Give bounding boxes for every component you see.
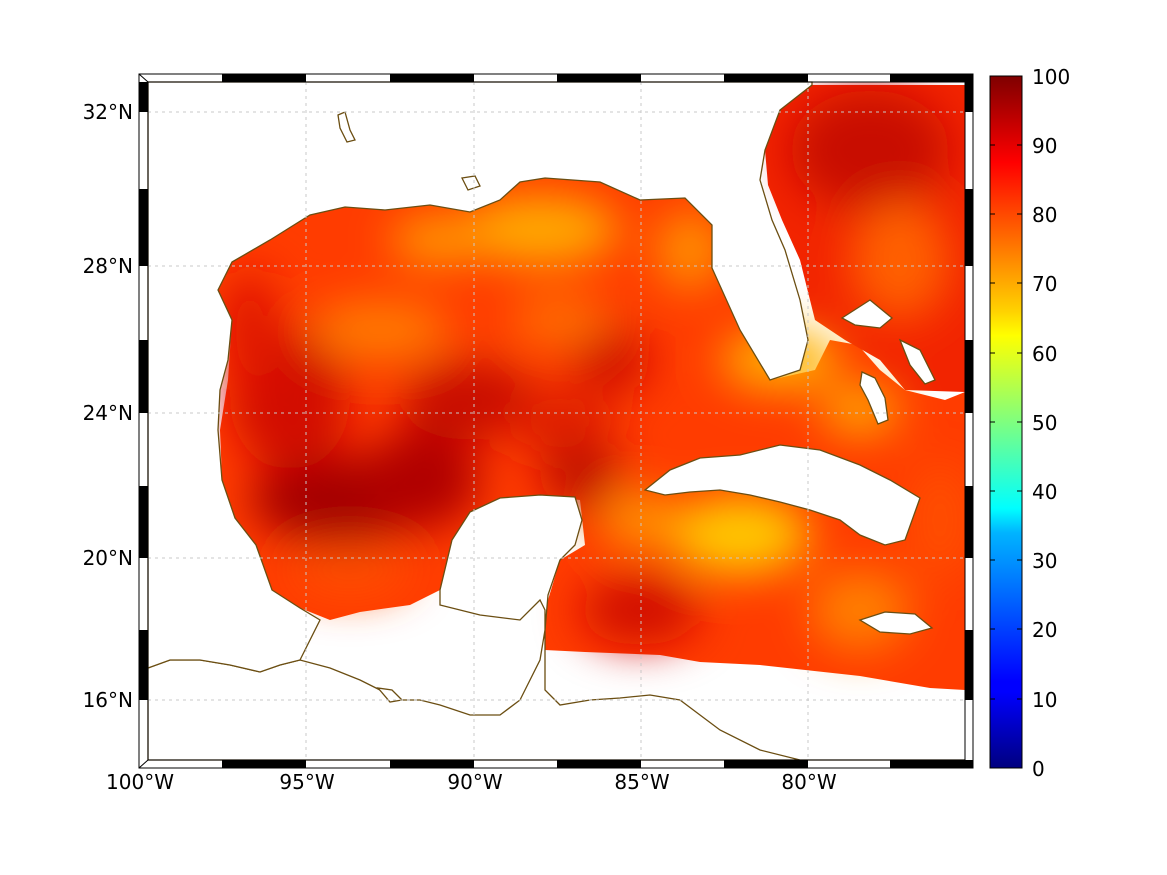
- lat-label: 16°N: [83, 688, 133, 712]
- colorbar-tick-label: 40: [1032, 480, 1057, 504]
- lon-label: 85°W: [614, 770, 669, 794]
- colorbar-tick-label: 70: [1032, 272, 1057, 296]
- bahamas-island: [859, 371, 889, 425]
- colorbar-tick-label: 20: [1032, 618, 1057, 642]
- north-america-land: [147, 81, 813, 673]
- grid-lines: [148, 82, 965, 760]
- colorbar-tick-label: 90: [1032, 134, 1057, 158]
- colorbar-tick-label: 0: [1032, 757, 1045, 781]
- lon-label: 95°W: [279, 770, 334, 794]
- lat-label: 20°N: [83, 546, 133, 570]
- colorbar-tick-labels: 100 90 80 70 60 50 40 30 20 10 0: [1032, 65, 1070, 781]
- jamaica-land: [858, 611, 934, 635]
- colorbar-tick-label: 10: [1032, 688, 1057, 712]
- map-frame: [138, 73, 974, 769]
- colorbar-gradient: [989, 75, 1023, 769]
- lat-label: 32°N: [83, 100, 133, 124]
- lon-label: 90°W: [447, 770, 502, 794]
- colorbar-tick-label: 50: [1032, 411, 1057, 435]
- lat-label: 24°N: [83, 401, 133, 425]
- cuba-land: [643, 444, 921, 546]
- colorbar-tick-label: 100: [1032, 65, 1070, 89]
- latitude-labels: 32°N 28°N 24°N 20°N 16°N: [83, 100, 133, 712]
- bahamas-island: [840, 299, 894, 329]
- colorbar: 100 90 80 70 60 50 40 30 20 10 0: [989, 65, 1070, 781]
- colorbar-tick-label: 80: [1032, 203, 1057, 227]
- land-and-coastlines: [147, 81, 965, 761]
- lon-label: 100°W: [106, 770, 174, 794]
- lat-label: 28°N: [83, 254, 133, 278]
- colorbar-tick-label: 30: [1032, 549, 1057, 573]
- bahamas-island: [898, 338, 936, 385]
- longitude-labels: 100°W 95°W 90°W 85°W 80°W: [106, 770, 837, 794]
- lon-label: 80°W: [781, 770, 836, 794]
- islet: [461, 175, 481, 191]
- colorbar-tick-label: 60: [1032, 342, 1057, 366]
